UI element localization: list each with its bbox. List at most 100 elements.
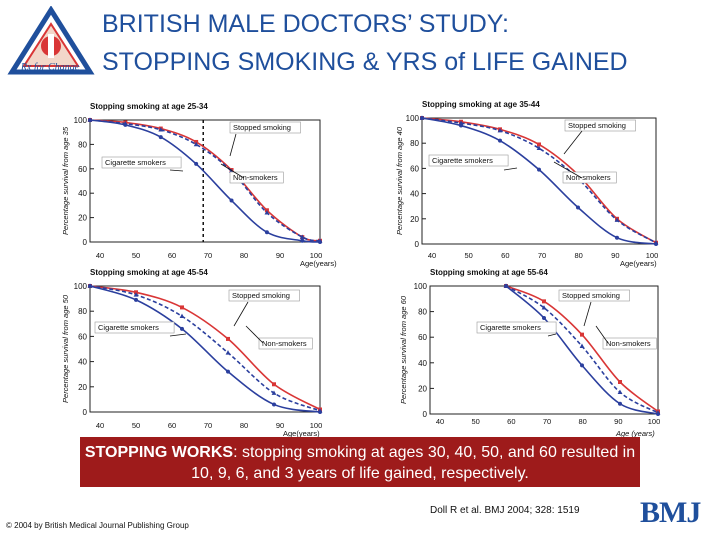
x-tick-label: 100 [646, 251, 659, 260]
smokers-point [618, 401, 622, 406]
x-tick-label: 50 [132, 421, 140, 430]
annotation-pointer [503, 167, 518, 171]
stopped-line [89, 285, 321, 412]
banner-text: : stopping smoking at ages 30, 40, 50, a… [191, 444, 636, 482]
y-tick-label: 20 [78, 214, 87, 223]
y-tick-label: 0 [83, 408, 88, 417]
stopped-point [225, 350, 231, 355]
x-tick-label: 50 [471, 417, 479, 426]
annotation-pointer [229, 133, 237, 157]
x-tick-label: 60 [168, 251, 176, 260]
smokers-point [576, 205, 580, 210]
x-axis-unit-label: Age (years) [615, 429, 655, 438]
x-tick-label: 70 [538, 251, 546, 260]
annotation-pointer [583, 301, 592, 327]
plot-area [89, 119, 321, 243]
smokers-point [226, 369, 230, 374]
stopped-point [158, 127, 164, 132]
logo-caption: Rx for Change [20, 62, 80, 73]
nonsmokers-point [542, 299, 546, 304]
x-tick-label: 60 [507, 417, 515, 426]
smokers-point [229, 198, 234, 203]
stopped-line [89, 119, 321, 242]
rx-for-change-logo [7, 6, 95, 75]
smokers-point [580, 363, 584, 368]
x-tick-label: 70 [543, 417, 551, 426]
nonsmokers-point [580, 332, 584, 337]
stopped-point [133, 292, 139, 297]
conclusion-banner: STOPPING WORKS: stopping smoking at ages… [80, 437, 640, 487]
y-tick-label: 40 [78, 189, 87, 198]
annotation-box [428, 154, 509, 167]
page-title-line2: STOPPING SMOKING & YRS of LIFE GAINED [102, 48, 628, 76]
annotation-pointer [220, 163, 245, 179]
y-tick-label: 0 [423, 410, 428, 419]
stopped-point [179, 313, 185, 319]
chart-title: Stopping smoking at age 45-54 [90, 268, 208, 277]
annotation-pointer [169, 169, 184, 172]
stopped-point [536, 145, 542, 151]
nonsmokers-point [226, 336, 230, 341]
survival-chart-age-25-34: Stopping smoking at age 25-34 Percentage … [61, 102, 337, 268]
smokers-point [537, 167, 541, 172]
chart-title: Stopping smoking at age 35-44 [422, 100, 540, 109]
stopped-point [614, 217, 620, 222]
x-tick-label: 40 [96, 421, 104, 430]
y-tick-label: 80 [78, 307, 87, 316]
stopped-point [497, 128, 503, 133]
smokers-point [300, 238, 305, 243]
x-tick-label: 80 [240, 421, 248, 430]
smokers-point [180, 326, 184, 331]
x-tick-label: 70 [204, 421, 212, 430]
y-tick-label: 60 [78, 165, 87, 174]
annotation-pointer [563, 130, 583, 155]
survival-chart-age-55-64: Stopping smoking at age 55-64 Percentage … [399, 268, 661, 438]
stopped-point [271, 390, 277, 395]
x-tick-label: 90 [614, 417, 622, 426]
y-tick-label: 80 [78, 140, 87, 149]
annotation-label: Cigarette smokers [98, 323, 159, 332]
stopped-point [264, 210, 270, 215]
annotation-box [229, 121, 301, 134]
y-tick-label: 0 [83, 238, 88, 247]
x-tick-label: 40 [96, 251, 104, 260]
stopped-point [579, 343, 585, 348]
stopped-point [299, 234, 305, 239]
x-tick-label: 100 [310, 251, 323, 260]
smokers-point [459, 123, 463, 128]
y-tick-label: 100 [406, 114, 420, 123]
annotation-label: Stopped smoking [562, 291, 620, 300]
smokers-point [656, 412, 660, 416]
annotation-box [101, 156, 182, 169]
annotation-box [228, 289, 300, 302]
y-tick-label: 80 [418, 308, 427, 317]
bmj-logo: BMJ [640, 496, 701, 529]
stopped-point [458, 120, 464, 125]
y-axis-label: Percentage survival from age 40 [395, 126, 404, 235]
smokers-point [264, 230, 269, 235]
survival-chart-age-45-54: Stopping smoking at age 45-54 Percentage … [61, 268, 323, 438]
x-axis-unit-label: Age(years) [300, 259, 337, 268]
smokers-point [272, 402, 276, 407]
smokers-point [615, 235, 619, 240]
smokers-point [542, 316, 546, 320]
y-tick-label: 20 [418, 384, 427, 393]
x-axis-unit-label: Age(years) [620, 259, 657, 268]
annotation-pointer [169, 333, 187, 337]
smokers-line [89, 119, 321, 243]
stopped-point [617, 389, 623, 395]
x-tick-label: 80 [578, 417, 586, 426]
x-tick-label: 100 [310, 421, 323, 430]
annotation-label: Non-smokers [233, 173, 278, 182]
y-tick-label: 40 [78, 358, 87, 367]
annotation-box [564, 119, 636, 132]
annotation-pointer [245, 325, 264, 344]
annotation-label: Non-smokers [262, 339, 307, 348]
x-tick-label: 60 [168, 421, 176, 430]
page-title-line1: BRITISH MALE DOCTORS’ STUDY: [102, 10, 510, 38]
citation: Doll R et al. BMJ 2004; 328: 1519 [430, 505, 580, 516]
smokers-point [88, 284, 92, 288]
x-tick-label: 50 [132, 251, 140, 260]
smokers-point [88, 118, 92, 122]
annotation-label: Stopped smoking [233, 123, 291, 132]
